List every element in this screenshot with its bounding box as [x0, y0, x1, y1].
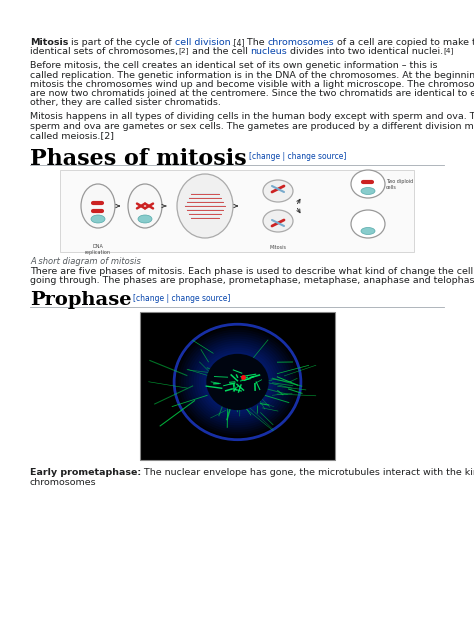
Text: The: The [244, 38, 268, 47]
Ellipse shape [361, 228, 375, 234]
Ellipse shape [177, 174, 233, 238]
FancyBboxPatch shape [60, 170, 414, 252]
Ellipse shape [351, 170, 385, 198]
Text: chromosomes: chromosomes [268, 38, 335, 47]
Text: [change | change source]: [change | change source] [134, 295, 231, 303]
Ellipse shape [81, 184, 115, 228]
Text: Mitosis: Mitosis [270, 245, 286, 250]
Ellipse shape [263, 180, 293, 202]
Text: Prophase: Prophase [30, 291, 131, 310]
Ellipse shape [221, 368, 254, 396]
Ellipse shape [263, 210, 293, 232]
Ellipse shape [183, 334, 292, 430]
Text: Mitosis happens in all types of dividing cells in the human body except with spe: Mitosis happens in all types of dividing… [30, 112, 474, 121]
Text: divides into two identical nuclei.: divides into two identical nuclei. [287, 47, 443, 56]
Ellipse shape [191, 341, 284, 423]
Ellipse shape [128, 184, 162, 228]
Text: [4]: [4] [443, 47, 454, 54]
Ellipse shape [351, 210, 385, 238]
Ellipse shape [216, 363, 259, 401]
Text: are now two chromatids joined at the centromere. Since the two chromatids are id: are now two chromatids joined at the cen… [30, 89, 474, 98]
Text: Two diploid
cells: Two diploid cells [386, 179, 413, 190]
Text: A short diagram of mitosis: A short diagram of mitosis [30, 257, 141, 266]
Ellipse shape [201, 349, 274, 414]
Ellipse shape [181, 332, 294, 432]
Text: cell division: cell division [175, 38, 231, 47]
Text: Phases of mitosis: Phases of mitosis [30, 148, 246, 170]
Text: [change | change source]: [change | change source] [249, 152, 346, 161]
Ellipse shape [138, 215, 152, 223]
Ellipse shape [209, 356, 266, 408]
Ellipse shape [211, 358, 264, 405]
Ellipse shape [196, 345, 279, 418]
Ellipse shape [219, 365, 256, 399]
Text: called replication. The genetic information is in the DNA of the chromosomes. At: called replication. The genetic informat… [30, 71, 474, 80]
Ellipse shape [91, 215, 105, 223]
Text: called meiosis.[2]: called meiosis.[2] [30, 131, 114, 140]
Text: other, they are called sister chromatids.: other, they are called sister chromatids… [30, 98, 221, 107]
Text: The nuclear envelope has gone, the microtubules interact with the kinetochores o: The nuclear envelope has gone, the micro… [141, 468, 474, 477]
Ellipse shape [194, 343, 282, 421]
Text: Before mitosis, the cell creates an identical set of its own genetic information: Before mitosis, the cell creates an iden… [30, 61, 438, 70]
Ellipse shape [204, 352, 271, 412]
Text: [2]: [2] [178, 47, 189, 54]
Text: Mitosis: Mitosis [30, 38, 68, 47]
Text: and the cell: and the cell [189, 47, 250, 56]
Ellipse shape [199, 348, 276, 416]
Text: of a cell are copied to make two: of a cell are copied to make two [335, 38, 474, 47]
Ellipse shape [361, 188, 375, 195]
Text: sperm and ova are gametes or sex cells. The gametes are produced by a different : sperm and ova are gametes or sex cells. … [30, 121, 474, 131]
Text: identical sets of chromosomes,: identical sets of chromosomes, [30, 47, 178, 56]
Text: chromosomes: chromosomes [30, 478, 97, 487]
Text: There are five phases of mitosis. Each phase is used to describe what kind of ch: There are five phases of mitosis. Each p… [30, 267, 474, 276]
Ellipse shape [186, 336, 289, 428]
Text: DNA
replication: DNA replication [85, 244, 111, 255]
Text: mitosis the chromosomes wind up and become visible with a light microscope. The : mitosis the chromosomes wind up and beco… [30, 80, 474, 89]
Text: Early prometaphase:: Early prometaphase: [30, 468, 141, 477]
Ellipse shape [206, 354, 269, 410]
Ellipse shape [189, 339, 286, 425]
Ellipse shape [214, 361, 261, 403]
Text: .[4]: .[4] [231, 38, 244, 47]
Text: is part of the cycle of: is part of the cycle of [68, 38, 175, 47]
Text: going through. The phases are prophase, prometaphase, metaphase, anaphase and te: going through. The phases are prophase, … [30, 276, 474, 285]
Text: nucleus: nucleus [250, 47, 287, 56]
Ellipse shape [224, 370, 251, 394]
Ellipse shape [206, 354, 269, 410]
FancyBboxPatch shape [140, 312, 335, 460]
